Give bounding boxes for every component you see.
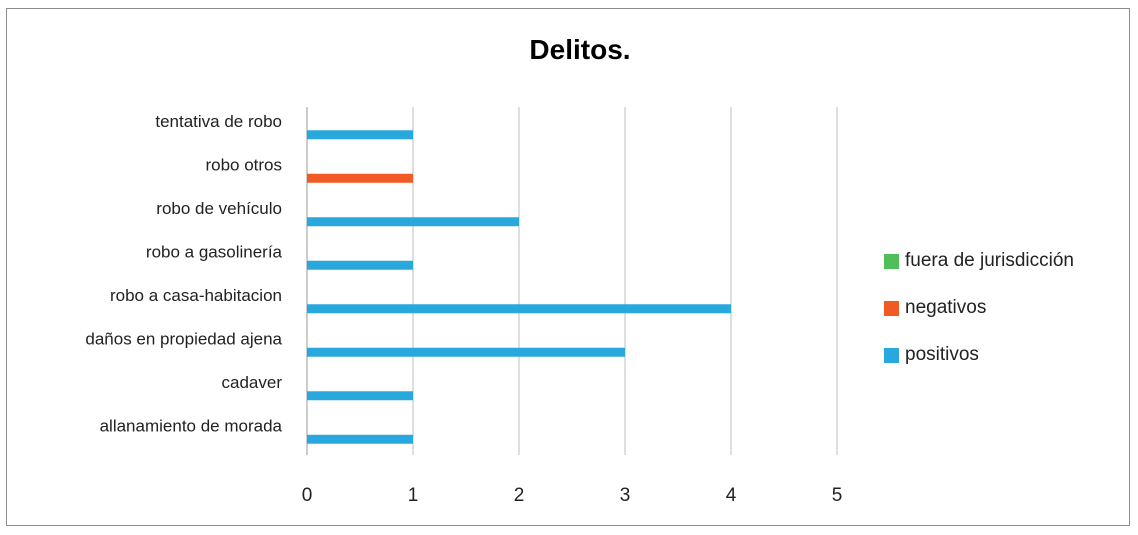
legend-swatch [884,253,899,269]
category-label: robo otros [205,155,282,174]
category-label: robo de vehículo [156,199,282,218]
bar-positivos [307,391,413,401]
category-labels: allanamiento de morada cadaver daños en pr… [85,112,282,436]
bar-positivos [307,130,413,140]
category-label: tentativa de robo [155,112,282,131]
bar-layer [307,130,731,444]
x-tick-label: 4 [726,485,737,506]
bar-negativos [307,173,413,183]
grid-layer [306,107,838,455]
x-tick-label: 2 [514,485,525,506]
x-tick-label: 0 [302,485,313,506]
category-label: robo a casa-habitacion [110,286,282,305]
legend-swatch [884,347,899,363]
legend-swatch [884,300,899,316]
legend-label: positivos [905,344,979,365]
category-label: daños en propiedad ajena [85,329,282,348]
chart-title: Delitos. [529,34,631,65]
x-tick-label: 5 [832,485,843,506]
bar-positivos [307,434,413,444]
bar-positivos [307,260,413,270]
x-tick-labels: 0 1 2 3 4 5 [302,485,843,506]
legend-item: fuera de jurisdicción [884,250,1074,272]
bar-positivos [307,304,731,314]
chart-frame [6,8,1130,526]
category-label: robo a gasolinería [146,242,283,261]
bar-positivos [307,217,519,227]
legend-label: fuera de jurisdicción [905,250,1074,271]
legend-label: negativos [905,297,987,318]
x-tick-label: 1 [408,485,419,506]
category-label: allanamiento de morada [100,416,283,435]
legend-item: negativos [884,297,1074,319]
x-tick-label: 3 [620,485,631,506]
legend: fuera de jurisdicción negativos positivos [884,250,1074,391]
bar-positivos [307,347,625,357]
legend-item: positivos [884,344,1074,366]
category-label: cadaver [222,373,283,392]
